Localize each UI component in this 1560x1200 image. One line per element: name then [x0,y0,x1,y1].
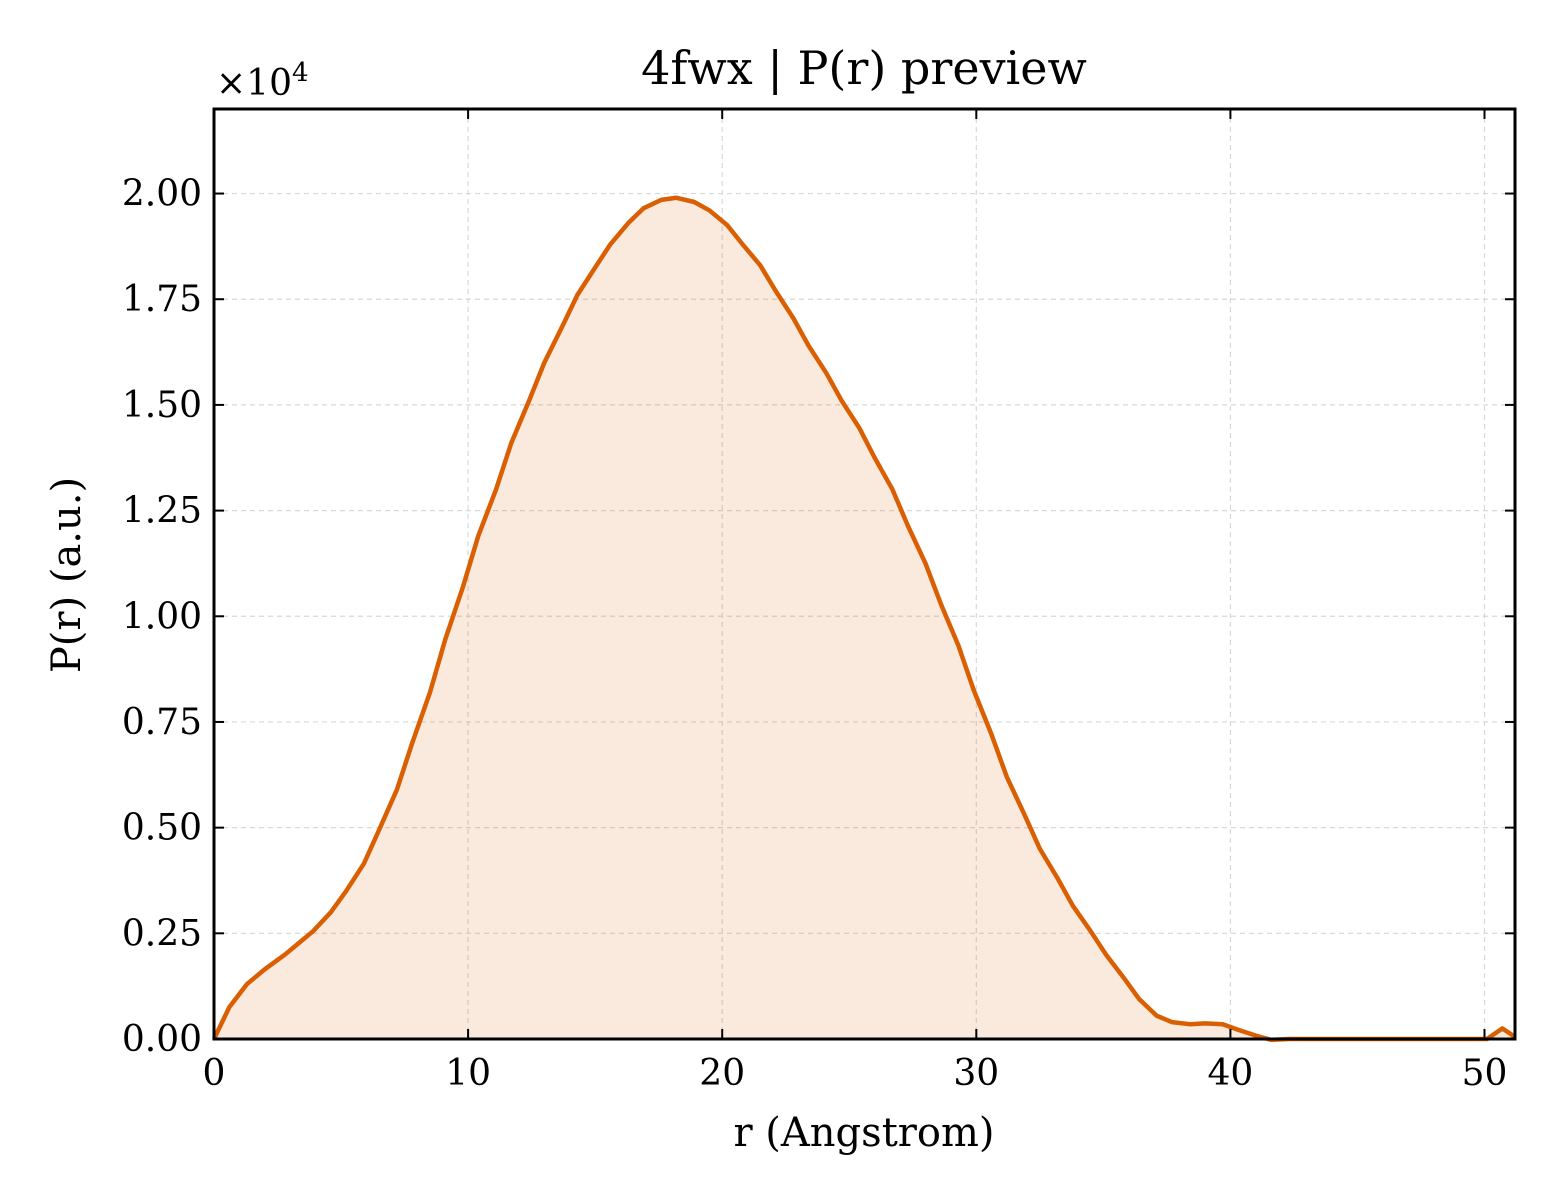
y-tick-label: 0.25 [122,913,202,954]
y-axis-ticks: 0.00 0.25 0.50 0.75 1.00 1.25 1.50 1.75 2.00 [122,174,1515,1060]
x-tick-label: 40 [1208,1053,1254,1094]
x-axis-ticks: 0 10 20 30 40 50 [203,109,1508,1094]
y-axis-multiplier: ×104 [216,58,309,104]
x-tick-label: 0 [203,1053,226,1094]
y-tick-label: 1.00 [122,596,202,637]
y-tick-label: 1.75 [122,279,202,320]
x-tick-label: 20 [699,1053,745,1094]
y-tick-label: 1.25 [122,491,202,532]
y-tick-label: 2.00 [122,174,202,215]
grid [214,109,1515,1039]
y-tick-label: 0.50 [122,808,202,849]
plot-frame [212,107,1517,1041]
y-axis-label: P(r) (a.u.) [44,477,90,673]
x-tick-label: 50 [1462,1053,1508,1094]
x-tick-label: 10 [445,1053,491,1094]
y-tick-label: 1.50 [122,385,202,426]
x-tick-label: 30 [953,1053,999,1094]
y-tick-label: 0.00 [122,1019,202,1060]
y-tick-label: 0.75 [122,702,202,743]
chart-title: 4fwx | P(r) preview [641,41,1087,95]
y-axis-multiplier-exponent: 4 [292,58,309,88]
y-axis-multiplier-base: ×10 [216,63,292,104]
x-axis-label: r (Angstrom) [733,1110,994,1156]
pr-area-fill [214,197,1515,1040]
